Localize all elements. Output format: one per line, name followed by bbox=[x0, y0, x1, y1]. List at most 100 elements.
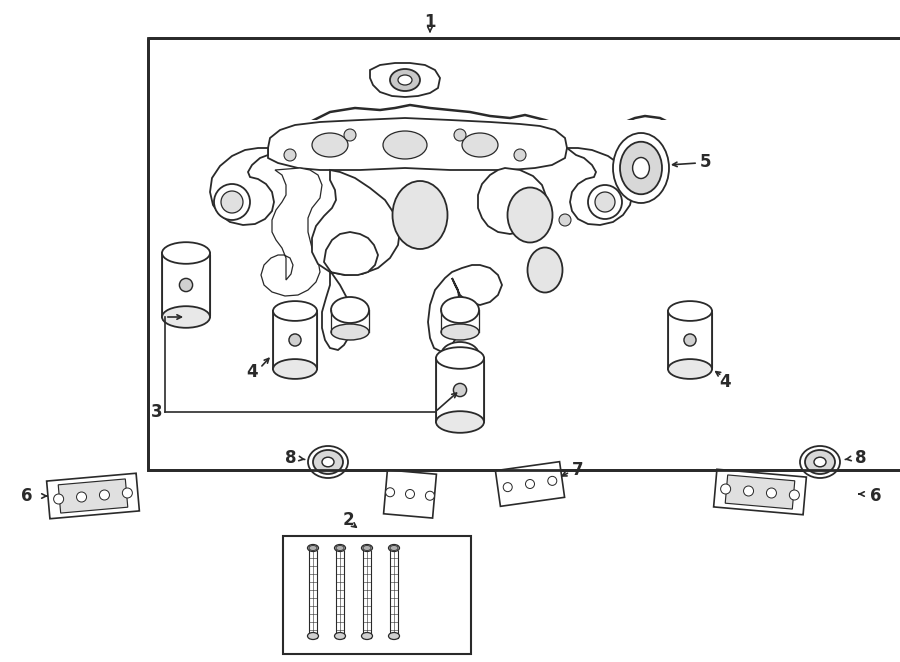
Circle shape bbox=[344, 129, 356, 141]
Ellipse shape bbox=[389, 545, 400, 551]
Polygon shape bbox=[370, 63, 440, 97]
Polygon shape bbox=[268, 118, 567, 170]
Circle shape bbox=[54, 494, 64, 504]
Circle shape bbox=[767, 488, 777, 498]
Ellipse shape bbox=[800, 446, 840, 478]
Polygon shape bbox=[383, 470, 436, 518]
Ellipse shape bbox=[313, 450, 343, 474]
Ellipse shape bbox=[308, 632, 319, 639]
Bar bbox=[162, 253, 210, 317]
Polygon shape bbox=[312, 170, 400, 275]
Polygon shape bbox=[58, 479, 128, 513]
Ellipse shape bbox=[362, 632, 373, 639]
Ellipse shape bbox=[335, 632, 346, 639]
Circle shape bbox=[406, 489, 415, 498]
Ellipse shape bbox=[308, 446, 348, 478]
Ellipse shape bbox=[441, 369, 479, 385]
Polygon shape bbox=[478, 168, 546, 234]
Ellipse shape bbox=[633, 158, 650, 179]
Circle shape bbox=[100, 490, 110, 500]
Ellipse shape bbox=[595, 192, 615, 212]
Text: 2: 2 bbox=[342, 511, 354, 529]
Bar bbox=[283, 536, 471, 654]
Ellipse shape bbox=[362, 545, 373, 551]
Ellipse shape bbox=[309, 545, 317, 551]
Ellipse shape bbox=[588, 185, 622, 219]
Ellipse shape bbox=[312, 133, 348, 157]
Ellipse shape bbox=[389, 632, 400, 639]
Ellipse shape bbox=[221, 191, 243, 213]
Circle shape bbox=[559, 214, 571, 226]
Ellipse shape bbox=[668, 301, 712, 321]
Polygon shape bbox=[205, 105, 682, 362]
Ellipse shape bbox=[613, 133, 669, 203]
Circle shape bbox=[122, 488, 132, 498]
Ellipse shape bbox=[383, 131, 427, 159]
Polygon shape bbox=[47, 473, 140, 519]
Circle shape bbox=[284, 149, 296, 161]
Polygon shape bbox=[725, 475, 795, 509]
Circle shape bbox=[454, 129, 466, 141]
Polygon shape bbox=[210, 148, 274, 225]
Polygon shape bbox=[495, 461, 564, 506]
Circle shape bbox=[503, 483, 512, 492]
Ellipse shape bbox=[363, 545, 371, 551]
Ellipse shape bbox=[162, 242, 210, 263]
Ellipse shape bbox=[390, 69, 420, 91]
Ellipse shape bbox=[454, 383, 466, 397]
Bar bbox=[273, 311, 317, 369]
Circle shape bbox=[514, 149, 526, 161]
Text: 8: 8 bbox=[855, 449, 867, 467]
Ellipse shape bbox=[684, 334, 696, 346]
Polygon shape bbox=[261, 168, 322, 296]
Ellipse shape bbox=[331, 324, 369, 340]
Polygon shape bbox=[322, 232, 378, 350]
Polygon shape bbox=[428, 265, 502, 352]
Circle shape bbox=[721, 484, 731, 494]
Ellipse shape bbox=[308, 545, 319, 551]
Ellipse shape bbox=[392, 181, 447, 249]
Ellipse shape bbox=[331, 297, 369, 323]
Ellipse shape bbox=[441, 342, 479, 368]
Text: 8: 8 bbox=[284, 449, 296, 467]
Ellipse shape bbox=[462, 133, 498, 157]
Text: 1: 1 bbox=[424, 13, 436, 31]
Ellipse shape bbox=[805, 450, 835, 474]
Ellipse shape bbox=[335, 545, 346, 551]
Text: 5: 5 bbox=[700, 153, 712, 171]
Ellipse shape bbox=[162, 307, 210, 328]
Polygon shape bbox=[714, 469, 806, 515]
Ellipse shape bbox=[179, 279, 193, 291]
Ellipse shape bbox=[289, 334, 301, 346]
Ellipse shape bbox=[390, 545, 398, 551]
Bar bbox=[148, 38, 900, 470]
Text: 6: 6 bbox=[21, 487, 32, 505]
Polygon shape bbox=[567, 148, 633, 225]
Text: 6: 6 bbox=[870, 487, 881, 505]
Circle shape bbox=[385, 488, 394, 496]
Ellipse shape bbox=[398, 75, 412, 85]
Ellipse shape bbox=[668, 359, 712, 379]
Circle shape bbox=[526, 479, 535, 489]
Ellipse shape bbox=[436, 411, 484, 433]
Bar bbox=[436, 358, 484, 422]
Text: 4: 4 bbox=[247, 363, 258, 381]
Text: 4: 4 bbox=[719, 373, 731, 391]
Circle shape bbox=[76, 492, 86, 502]
Ellipse shape bbox=[214, 184, 250, 220]
Text: 7: 7 bbox=[572, 461, 583, 479]
Ellipse shape bbox=[620, 142, 662, 194]
Ellipse shape bbox=[336, 545, 344, 551]
Ellipse shape bbox=[273, 301, 317, 321]
Ellipse shape bbox=[441, 324, 479, 340]
Circle shape bbox=[426, 491, 435, 500]
Circle shape bbox=[743, 486, 753, 496]
Polygon shape bbox=[200, 120, 690, 390]
Circle shape bbox=[548, 477, 557, 485]
Circle shape bbox=[789, 490, 799, 500]
Ellipse shape bbox=[814, 457, 826, 467]
Ellipse shape bbox=[527, 248, 562, 293]
Text: 3: 3 bbox=[150, 403, 162, 421]
Bar bbox=[668, 311, 712, 369]
Ellipse shape bbox=[441, 297, 479, 323]
